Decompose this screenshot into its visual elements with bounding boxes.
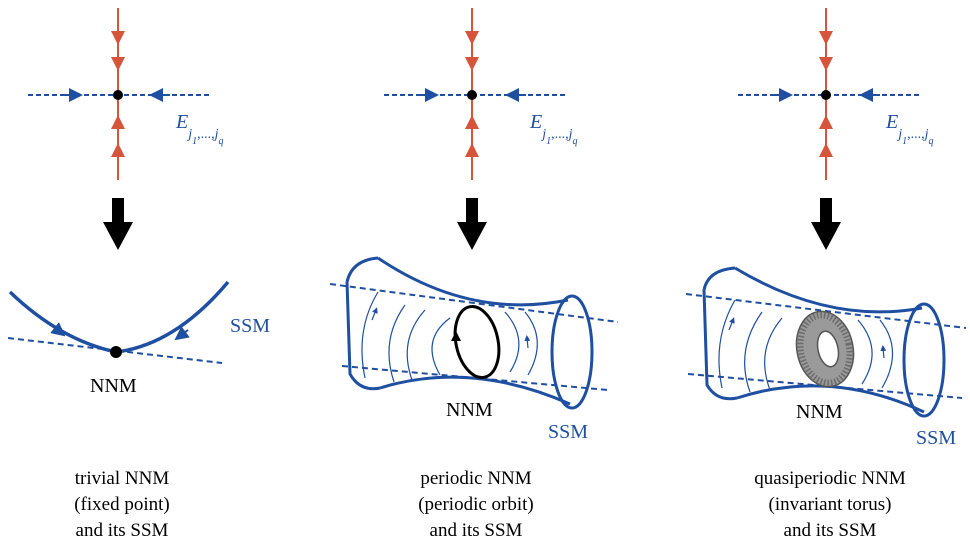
flow-arrow [174, 326, 190, 341]
tube-left-rim [702, 266, 736, 291]
ssm-tube-diagram: NNM SSM [329, 256, 619, 443]
flow-arrow [880, 345, 887, 359]
saddle-diagram: Ej1,...,jq [738, 8, 934, 180]
nnm-label: NNM [796, 401, 843, 423]
flow-line [744, 311, 763, 393]
nnm-fixed-point [110, 346, 122, 358]
down-arrow [811, 198, 841, 250]
caption-line: (fixed point) [74, 494, 170, 515]
tangent-line-bottom [687, 373, 963, 399]
fixed-point-dot [467, 90, 477, 100]
caption-line: quasiperiodic NNM [754, 468, 906, 489]
down-arrow [457, 198, 487, 250]
flow-line [879, 319, 894, 389]
tangent-line-top [329, 283, 619, 323]
caption-line: periodic NNM [420, 468, 532, 489]
caption-line: and its SSM [783, 520, 877, 541]
flow-line [764, 317, 783, 391]
periodic-orbit [453, 305, 501, 379]
tube-left-edge [702, 289, 738, 401]
caption-line: (periodic orbit) [418, 494, 534, 515]
panel-trivial: Ej1,...,jq SSM NNM [7, 8, 270, 397]
flow-line [524, 311, 538, 376]
tube-right-rim [550, 294, 594, 410]
caption-line: (invariant torus) [768, 494, 892, 515]
caption-trivial: trivial NNM (fixed point) and its SSM [2, 466, 242, 544]
flow-arrow [524, 335, 531, 349]
subspace-label: Ej1,...,jq [529, 111, 578, 147]
down-arrow [103, 198, 133, 250]
nnm-label: NNM [446, 399, 493, 421]
subspace-label: Ej1,...,jq [175, 111, 224, 147]
ssm-label: SSM [916, 427, 956, 449]
tube-top-edge [377, 256, 569, 307]
flow-line [388, 304, 406, 383]
tube-top-edge [734, 266, 923, 314]
caption-line: trivial NNM [74, 468, 170, 489]
tube-left-edge [345, 281, 381, 391]
fixed-point-dot [113, 90, 123, 100]
tube-bottom-edge [379, 375, 571, 406]
flow-arrow [49, 322, 66, 337]
fixed-point-dot [821, 90, 831, 100]
tangent-subspace-line [7, 337, 223, 364]
tube-right-rim [902, 302, 946, 418]
ssm-label: SSM [548, 421, 588, 443]
flow-line [857, 319, 873, 385]
tube-left-rim [345, 256, 379, 283]
flow-line [361, 291, 379, 379]
saddle-diagram: Ej1,...,jq [28, 8, 224, 180]
flow-arrow [728, 317, 735, 331]
subspace-label: Ej1,...,jq [885, 111, 934, 147]
ssm-curve-diagram: SSM NNM [7, 280, 270, 397]
caption-line: and its SSM [429, 520, 523, 541]
caption-periodic: periodic NNM (periodic orbit) and its SS… [356, 466, 596, 544]
invariant-torus [795, 310, 855, 388]
panel-periodic: Ej1,...,jq [329, 8, 619, 443]
flow-line [406, 309, 426, 381]
ssm-label: SSM [230, 315, 270, 337]
caption-line: and its SSM [75, 520, 169, 541]
nnm-label: NNM [90, 375, 137, 397]
caption-quasiperiodic: quasiperiodic NNM (invariant torus) and … [710, 466, 950, 544]
flow-line [504, 311, 520, 373]
ssm-tube-diagram: NNM SSM [685, 266, 967, 449]
saddle-diagram: Ej1,...,jq [384, 8, 578, 180]
panel-quasiperiodic: Ej1,...,jq NNM [685, 8, 967, 449]
flow-arrow [371, 307, 378, 321]
flow-line [431, 317, 451, 376]
flow-line [718, 299, 736, 389]
